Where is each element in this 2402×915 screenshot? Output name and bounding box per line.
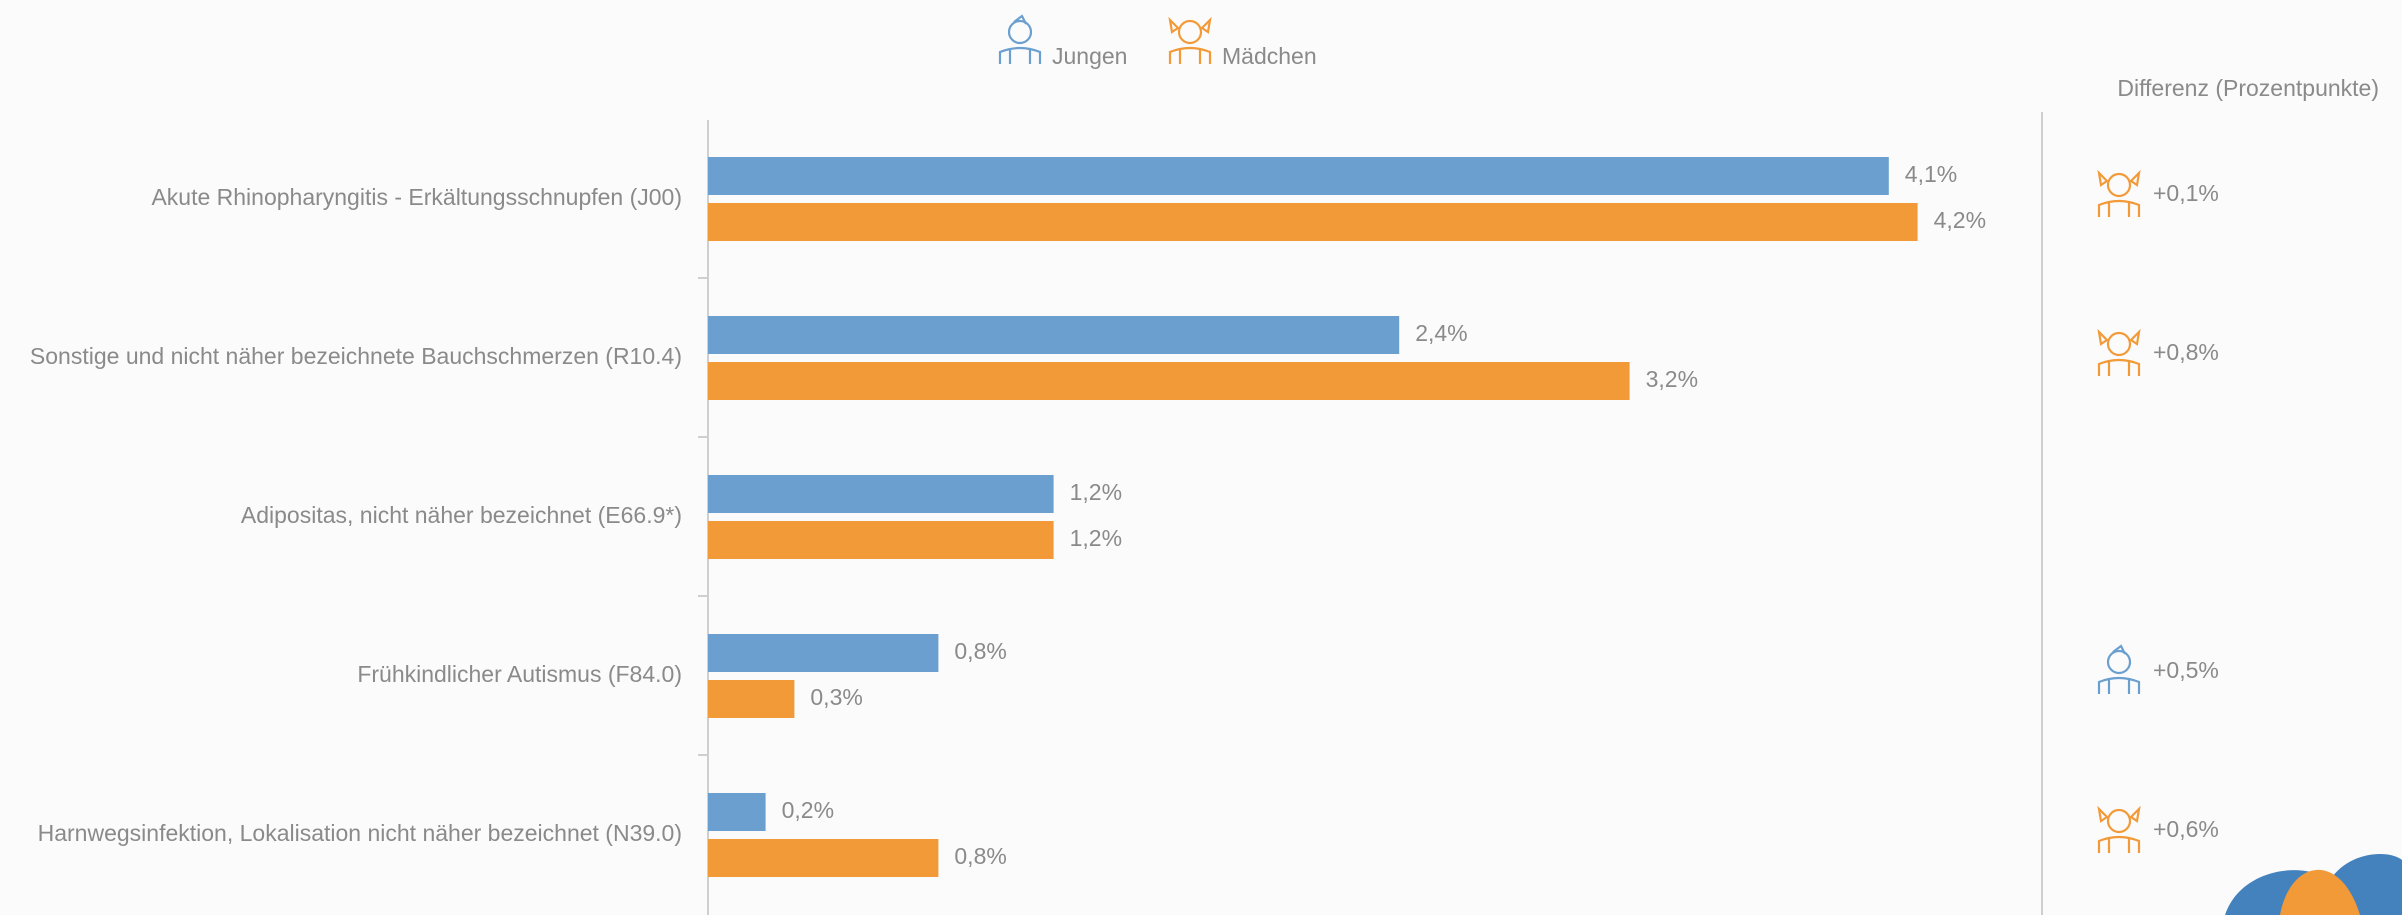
icon-head xyxy=(2106,331,2132,357)
icon-body xyxy=(2097,676,2141,694)
icon-hair xyxy=(2097,169,2141,187)
category-label: Sonstige und nicht näher bezeichnete Bau… xyxy=(30,343,682,369)
bar xyxy=(708,157,1889,195)
difference-title: Differenz (Prozentpunkte) xyxy=(2117,75,2379,101)
icon-head xyxy=(1177,19,1203,45)
icon-head xyxy=(1007,19,1033,45)
icon-body xyxy=(998,46,1042,64)
bar xyxy=(708,316,1400,354)
value-label: 2,4% xyxy=(1415,320,1467,346)
value-label: 0,8% xyxy=(954,638,1006,664)
value-label: 3,2% xyxy=(1646,366,1698,392)
icon-hair xyxy=(2097,805,2141,823)
icon-hair xyxy=(2097,328,2141,346)
person-icon xyxy=(2097,328,2141,376)
icon-hair xyxy=(1168,16,1212,34)
category-label: Harnwegsinfektion, Lokalisation nicht nä… xyxy=(38,820,682,846)
icon-body xyxy=(1168,46,1212,64)
icon-head xyxy=(2106,172,2132,198)
difference-label: +0,6% xyxy=(2153,816,2219,842)
bar xyxy=(708,362,1630,400)
icon-body xyxy=(2097,358,2141,376)
difference-label: +0,5% xyxy=(2153,657,2219,683)
icon-head xyxy=(2106,649,2132,675)
person-icon xyxy=(2097,644,2141,694)
value-label: 1,2% xyxy=(1070,525,1122,551)
bar xyxy=(708,680,795,718)
legend-label: Jungen xyxy=(1052,43,1127,69)
icon-body xyxy=(2097,835,2141,853)
icon-hair xyxy=(2112,644,2126,655)
icon-body xyxy=(2097,199,2141,217)
bar xyxy=(708,521,1054,559)
category-label: Akute Rhinopharyngitis - Erkältungsschnu… xyxy=(151,184,682,210)
icon-head xyxy=(2106,808,2132,834)
value-label: 0,8% xyxy=(954,843,1006,869)
value-label: 1,2% xyxy=(1070,479,1122,505)
person-icon xyxy=(2097,805,2141,853)
difference-label: +0,8% xyxy=(2153,339,2219,365)
value-label: 4,2% xyxy=(1934,207,1986,233)
person-icon xyxy=(2097,169,2141,217)
bar xyxy=(708,839,939,877)
decoration xyxy=(2280,869,2360,915)
icon-hair xyxy=(1013,14,1027,25)
bar xyxy=(708,203,1918,241)
category-label: Frühkindlicher Autismus (F84.0) xyxy=(357,661,682,687)
bar xyxy=(708,634,939,672)
difference-label: +0,1% xyxy=(2153,180,2219,206)
value-label: 0,2% xyxy=(782,797,834,823)
bar xyxy=(708,793,766,831)
category-label: Adipositas, nicht näher bezeichnet (E66.… xyxy=(241,502,682,528)
person-icon xyxy=(1168,16,1212,64)
legend-label: Mädchen xyxy=(1222,43,1317,69)
bar xyxy=(708,475,1054,513)
person-icon xyxy=(998,14,1042,64)
value-label: 4,1% xyxy=(1905,161,1957,187)
value-label: 0,3% xyxy=(810,684,862,710)
